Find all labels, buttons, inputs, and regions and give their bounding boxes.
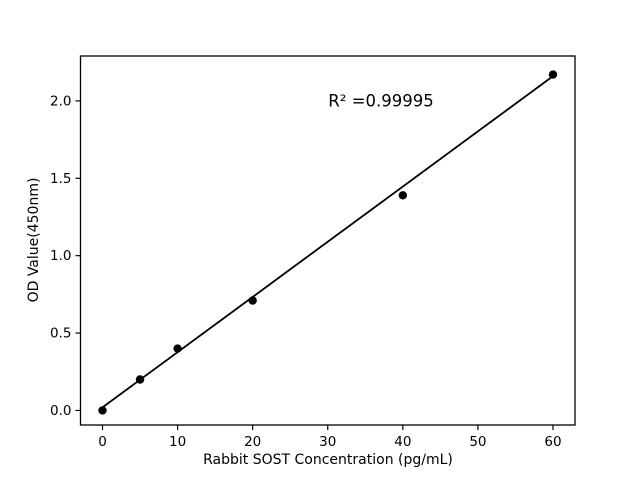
x-tick-label: 10 [169,434,186,450]
data-point [173,344,182,353]
data-point [135,375,145,384]
data-point [548,70,558,79]
y-tick-label: 2.0 [50,93,71,109]
x-tick-label: 20 [244,434,261,450]
x-tick-label: 30 [319,434,336,450]
y-tick-label: 0.5 [50,326,71,342]
y-tick-label: 0.0 [50,403,71,419]
r-squared-annotation: R² =0.99995 [328,91,434,111]
fit-line [101,75,554,409]
y-tick-label: 1.5 [50,171,71,187]
data-point [98,406,107,415]
x-tick-label: 40 [394,434,411,450]
y-tick-label: 1.0 [50,248,71,264]
x-tick-label: 50 [469,434,486,450]
y-axis-label: OD Value(450nm) [26,177,42,303]
data-point [398,191,408,200]
x-tick-label: 60 [544,434,561,450]
x-tick-label: 0 [98,434,107,450]
data-point [248,296,257,305]
x-axis-label: Rabbit SOST Concentration (pg/mL) [203,452,453,468]
